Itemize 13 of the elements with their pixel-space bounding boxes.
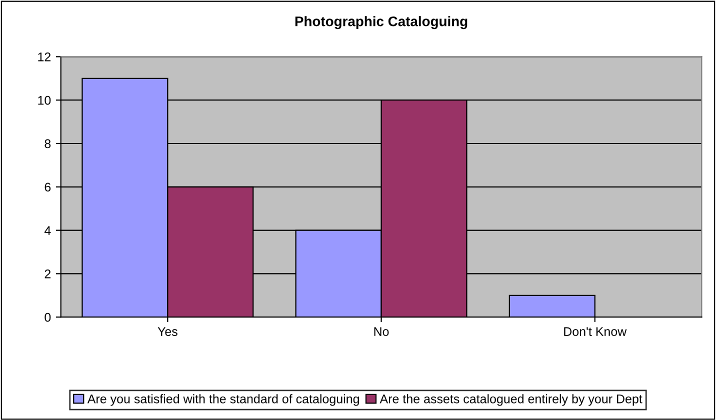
- legend-label: Are the assets catalogued entirely by your Dept: [380, 394, 642, 406]
- y-tick-label: 6: [44, 182, 51, 192]
- y-tick-label: 2: [44, 270, 51, 278]
- x-tick-label: Yes: [158, 327, 178, 336]
- chart-title: Photographic Cataloguing: [295, 16, 468, 30]
- y-tick-label: 10: [38, 96, 51, 105]
- x-tick-label: Don't Know: [564, 327, 627, 336]
- y-tick-label: 12: [38, 52, 51, 62]
- y-tick-label: 4: [44, 226, 51, 235]
- y-tick-label: 8: [44, 139, 51, 148]
- x-tick-label: No: [374, 327, 389, 336]
- legend-label: Are you satisfied with the standard of cataloguing: [87, 394, 359, 406]
- y-tick-label: 0: [44, 312, 51, 322]
